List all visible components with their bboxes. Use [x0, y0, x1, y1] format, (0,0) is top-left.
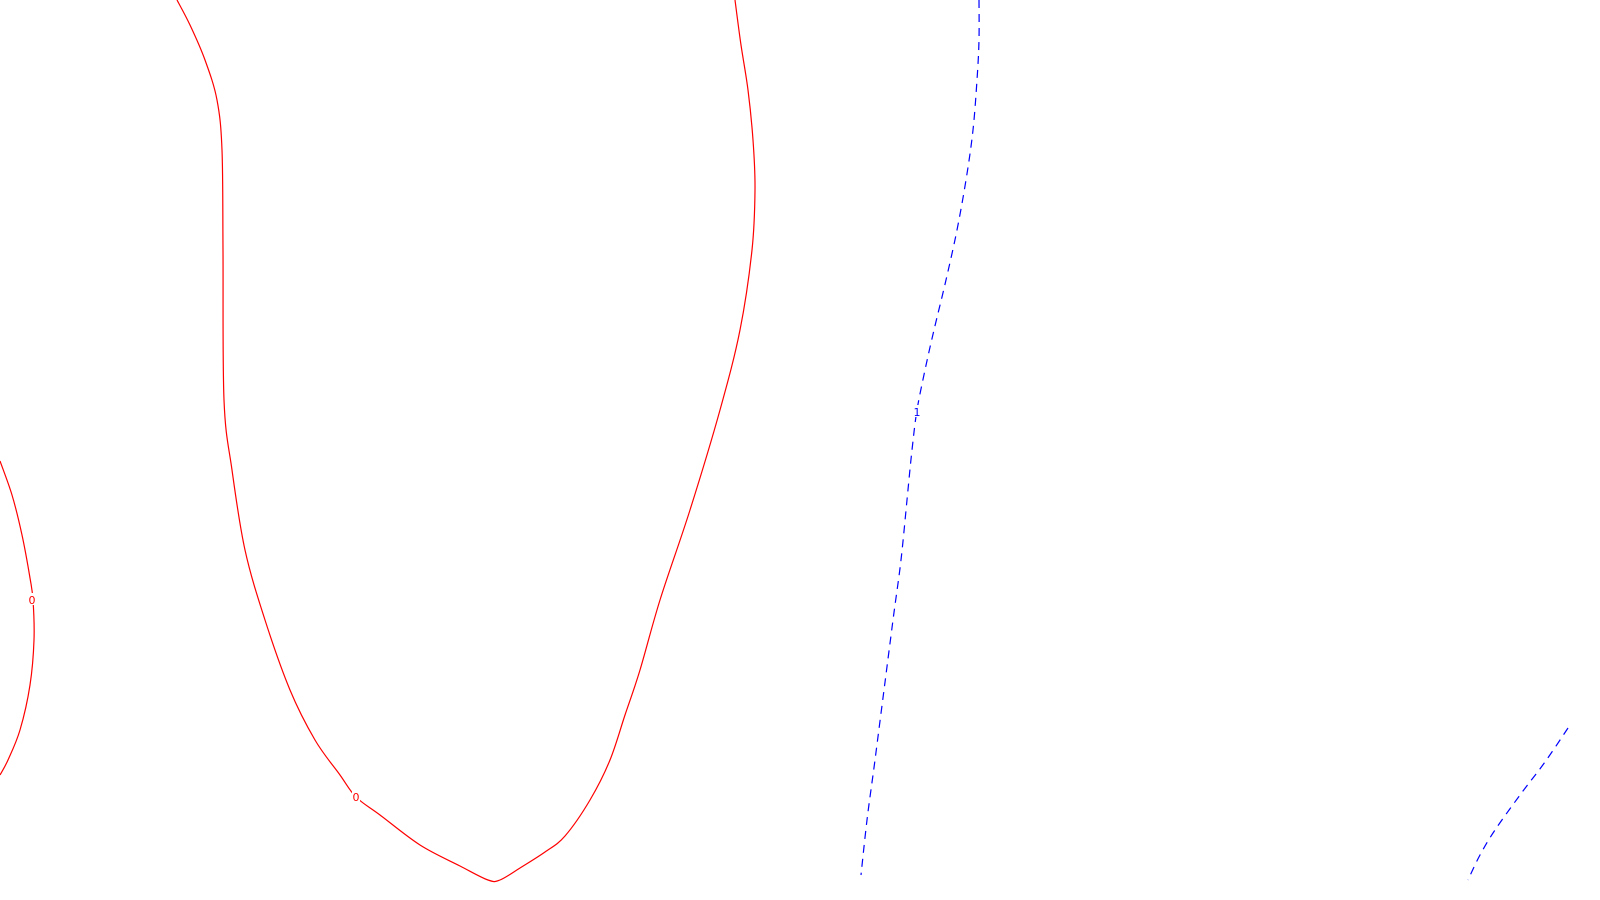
contour-1-main-line	[860, 0, 980, 876]
contour-0-loop-line	[176, 0, 756, 883]
contour-0-left-arc-label: 0	[29, 594, 36, 607]
contour-1-main-label-background	[913, 405, 921, 417]
contour-1-right-line	[1467, 727, 1569, 881]
contour-0-left-arc-label-background	[28, 593, 36, 605]
contour-0-loop-label-background	[352, 790, 360, 802]
contour-0-left-arc-line	[0, 460, 35, 776]
contour-1-main-label: 1	[914, 406, 921, 419]
contour-labels: 0 0 1	[28, 405, 921, 804]
contour-lines	[0, 0, 1569, 883]
contour-0-loop-label: 0	[353, 791, 360, 804]
